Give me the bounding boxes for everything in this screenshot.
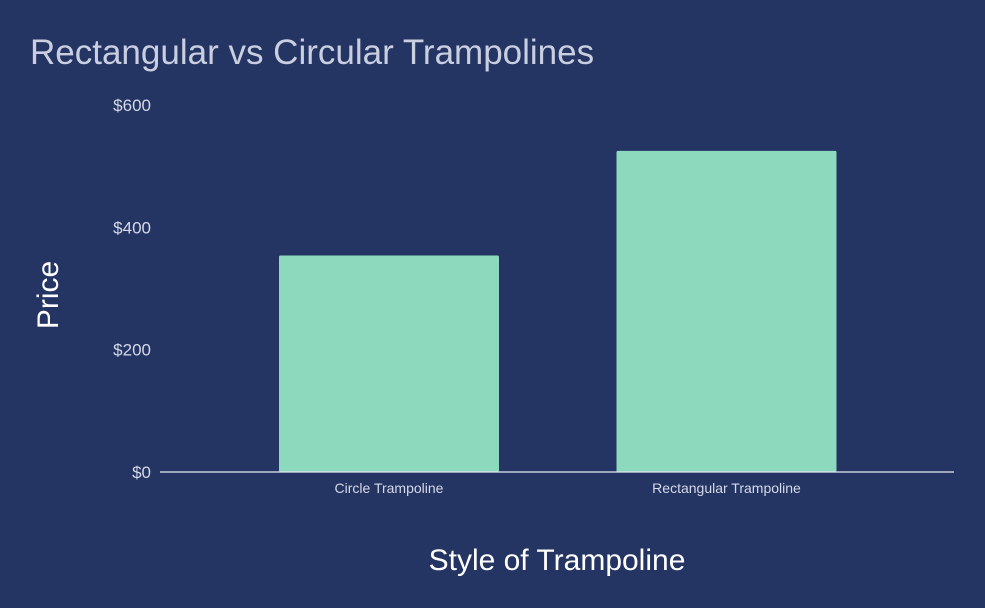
y-axis-ticks: $0 $200 $400 $600	[113, 96, 151, 482]
chart-title: Rectangular vs Circular Trampolines	[30, 33, 594, 72]
y-tick-label: $200	[113, 341, 151, 360]
x-tick-label: Rectangular Trampoline	[652, 480, 801, 496]
y-tick-label: $400	[113, 218, 151, 237]
bar-circle-trampoline	[279, 255, 499, 472]
x-axis-label: Style of Trampoline	[429, 544, 686, 577]
bar-rectangular-trampoline	[616, 150, 837, 472]
x-tick-label: Circle Trampoline	[335, 480, 444, 496]
x-axis-ticks: Circle Trampoline Rectangular Trampoline	[335, 480, 801, 496]
bars-group	[279, 150, 837, 472]
y-axis-label: Price	[32, 261, 65, 329]
y-tick-label: $600	[113, 96, 151, 115]
y-tick-label: $0	[132, 463, 151, 482]
